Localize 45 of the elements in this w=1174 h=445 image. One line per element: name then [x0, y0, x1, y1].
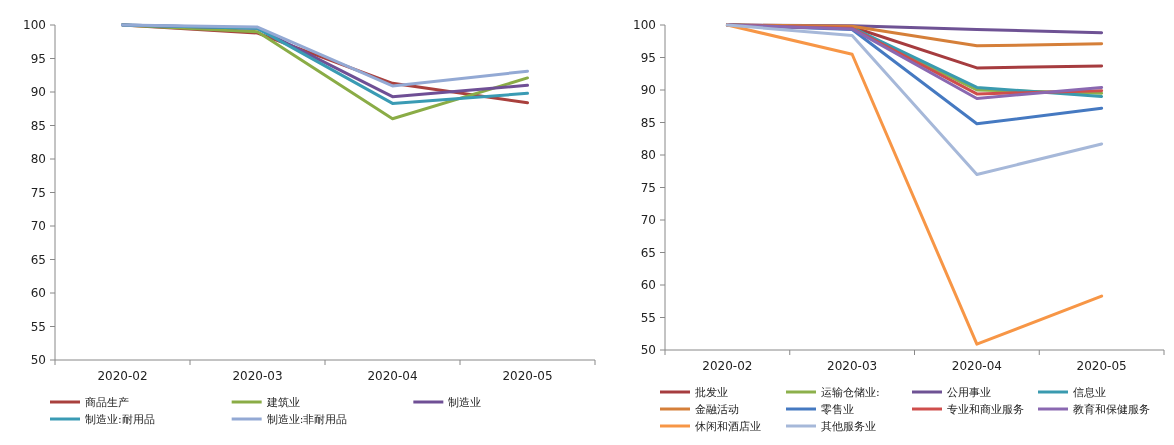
- legend-label: 批发业: [695, 385, 728, 399]
- y-tick-label: 80: [640, 148, 656, 163]
- legend-label: 制造业:耐用品: [85, 412, 155, 426]
- y-tick-label: 55: [30, 319, 46, 334]
- legend-label: 公用事业: [947, 385, 991, 399]
- x-tick-label: 2020-05: [502, 369, 553, 383]
- y-tick-label: 90: [30, 85, 46, 100]
- x-tick-label: 2020-02: [702, 359, 753, 373]
- y-tick-label: 60: [30, 286, 46, 301]
- y-tick-label: 70: [640, 213, 656, 228]
- legend-label: 休闲和酒店业: [695, 419, 761, 433]
- y-tick-label: 50: [640, 343, 656, 358]
- legend-label: 商品生产: [85, 395, 129, 409]
- y-tick-label: 100: [23, 18, 46, 33]
- y-tick-label: 95: [640, 50, 656, 65]
- x-tick-label: 2020-03: [827, 359, 878, 373]
- x-tick-label: 2020-05: [1076, 359, 1127, 373]
- y-tick-label: 50: [30, 353, 46, 368]
- y-tick-label: 85: [640, 115, 656, 130]
- legend-label: 制造业:非耐用品: [266, 412, 348, 426]
- y-tick-label: 95: [30, 51, 46, 66]
- y-tick-label: 65: [640, 245, 656, 260]
- y-tick-label: 90: [640, 83, 656, 98]
- y-tick-label: 70: [30, 219, 46, 234]
- y-tick-label: 60: [640, 278, 656, 293]
- x-tick-label: 2020-02: [97, 369, 148, 383]
- legend-label: 其他服务业: [821, 419, 876, 433]
- x-tick-label: 2020-03: [232, 369, 283, 383]
- y-tick-label: 80: [30, 152, 46, 167]
- y-tick-label: 75: [30, 185, 46, 200]
- x-tick-label: 2020-04: [367, 369, 418, 383]
- legend-label: 建筑业: [265, 395, 300, 409]
- y-tick-label: 65: [30, 252, 46, 267]
- x-tick-label: 2020-04: [951, 359, 1002, 373]
- legend-label: 专业和商业服务: [947, 402, 1024, 416]
- legend-label: 零售业: [821, 402, 854, 416]
- legend-label: 信息业: [1073, 385, 1106, 399]
- legend-label: 金融活动: [695, 402, 739, 416]
- legend-label: 运输仓储业:: [821, 385, 880, 399]
- y-tick-label: 100: [633, 18, 656, 33]
- legend-label: 制造业: [448, 395, 482, 409]
- y-tick-label: 85: [30, 118, 46, 133]
- y-tick-label: 75: [640, 180, 656, 195]
- legend-label: 教育和保健服务: [1073, 402, 1150, 416]
- y-tick-label: 55: [640, 310, 656, 325]
